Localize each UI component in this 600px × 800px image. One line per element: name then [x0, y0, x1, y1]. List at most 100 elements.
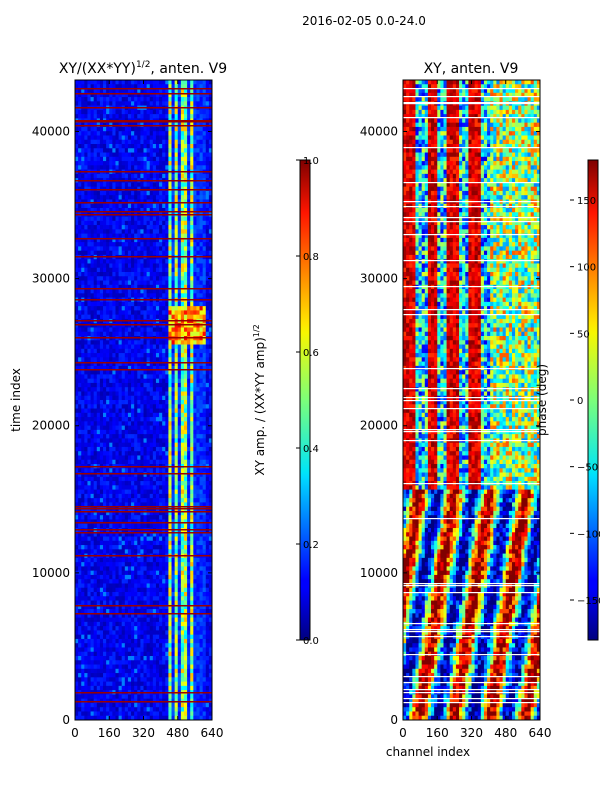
amplitude-heatmap-cell: [190, 293, 194, 298]
amplitude-heatmap-cell: [183, 242, 188, 247]
amplitude-heatmap-cell: [137, 434, 141, 439]
amplitude-heatmap-cell: [149, 510, 154, 516]
amplitude-heatmap-cell: [155, 126, 160, 132]
amplitude-heatmap-cell: [162, 156, 166, 162]
amplitude-heatmap-cell: [99, 259, 104, 264]
amplitude-heatmap-cell: [115, 314, 119, 320]
amplitude-heatmap-cell: [152, 519, 157, 525]
amplitude-heatmap-cell: [196, 80, 200, 85]
amplitude-heatmap-cell: [152, 417, 157, 422]
amplitude-heatmap-cell: [174, 173, 179, 179]
amplitude-heatmap-cell: [205, 190, 210, 196]
amplitude-heatmap-cell: [134, 237, 138, 243]
amplitude-heatmap-cell: [109, 92, 113, 98]
amplitude-heatmap-cell: [93, 523, 98, 529]
amplitude-heatmap-cell: [162, 549, 166, 554]
amplitude-heatmap-cell: [177, 92, 182, 98]
amplitude-heatmap-cell: [96, 523, 101, 529]
amplitude-heatmap-cell: [146, 250, 151, 256]
amplitude-heatmap-cell: [205, 199, 210, 205]
amplitude-heatmap-cell: [131, 434, 135, 439]
amplitude-heatmap-cell: [180, 135, 185, 141]
amplitude-heatmap-cell: [187, 476, 191, 482]
amplitude-heatmap-cell: [78, 446, 82, 452]
amplitude-heatmap-cell: [162, 515, 166, 520]
amplitude-heatmap-cell: [183, 237, 188, 243]
amplitude-heatmap-cell: [165, 361, 169, 367]
amplitude-heatmap-cell: [124, 400, 129, 405]
amplitude-heatmap-cell: [118, 310, 123, 316]
amplitude-heatmap-cell: [205, 323, 210, 328]
amplitude-heatmap-cell: [202, 216, 207, 222]
amplitude-heatmap-cell: [205, 493, 210, 499]
amplitude-heatmap-cell: [134, 532, 138, 537]
amplitude-heatmap-cell: [155, 421, 160, 426]
amplitude-heatmap-cell: [180, 374, 185, 380]
amplitude-heatmap-cell: [81, 263, 85, 269]
amplitude-heatmap-cell: [84, 331, 88, 337]
amplitude-heatmap-cell: [140, 267, 144, 273]
amplitude-heatmap-cell: [118, 417, 123, 422]
amplitude-heatmap-cell: [187, 446, 191, 452]
amplitude-heatmap-cell: [208, 417, 212, 422]
amplitude-heatmap-cell: [140, 545, 144, 550]
amplitude-heatmap-cell: [162, 395, 166, 401]
amplitude-heatmap-cell: [75, 370, 79, 375]
amplitude-heatmap-cell: [205, 293, 210, 298]
amplitude-heatmap-cell: [143, 88, 148, 94]
amplitude-heatmap-cell: [196, 498, 200, 503]
amplitude-heatmap-cell: [208, 408, 212, 414]
amplitude-heatmap-cell: [196, 289, 200, 294]
amplitude-heatmap-cell: [171, 387, 176, 392]
amplitude-heatmap-cell: [193, 361, 197, 367]
amplitude-heatmap-cell: [196, 250, 200, 256]
amplitude-heatmap-cell: [93, 489, 98, 495]
amplitude-heatmap-cell: [177, 476, 182, 482]
amplitude-heatmap-cell: [193, 472, 197, 478]
amplitude-heatmap-cell: [103, 557, 107, 563]
amplitude-heatmap-cell: [140, 493, 144, 499]
amplitude-heatmap-cell: [103, 92, 107, 98]
amplitude-heatmap-cell: [103, 455, 107, 461]
amplitude-heatmap-cell: [202, 92, 207, 98]
amplitude-heatmap-cell: [162, 331, 166, 337]
amplitude-heatmap-cell: [193, 391, 197, 397]
amplitude-heatmap-cell: [183, 233, 188, 239]
amplitude-heatmap-cell: [90, 468, 95, 473]
amplitude-heatmap-cell: [124, 481, 129, 486]
amplitude-heatmap-cell: [112, 246, 116, 252]
amplitude-heatmap-cell: [159, 442, 163, 448]
amplitude-heatmap-cell: [149, 493, 154, 499]
amplitude-heatmap-cell: [171, 400, 176, 405]
amplitude-heatmap-cell: [174, 434, 179, 439]
amplitude-heatmap-cell: [174, 421, 179, 426]
amplitude-heatmap-cell: [199, 161, 204, 166]
amplitude-heatmap-cell: [93, 562, 98, 567]
amplitude-heatmap-cell: [115, 165, 119, 170]
amplitude-heatmap-cell: [187, 135, 191, 141]
amplitude-heatmap-cell: [205, 391, 210, 397]
amplitude-heatmap-cell: [159, 481, 163, 486]
amplitude-heatmap-cell: [143, 472, 148, 478]
amplitude-heatmap-cell: [131, 237, 135, 243]
amplitude-heatmap-cell: [143, 378, 148, 384]
amplitude-heatmap-cell: [143, 357, 148, 362]
amplitude-heatmap-cell: [196, 425, 200, 431]
amplitude-heatmap-cell: [149, 92, 154, 98]
amplitude-heatmap-cell: [81, 203, 85, 209]
amplitude-heatmap-cell: [75, 323, 79, 328]
amplitude-heatmap-cell: [109, 532, 113, 537]
amplitude-heatmap-cell: [174, 280, 179, 286]
amplitude-heatmap-cell: [187, 131, 191, 136]
amplitude-heatmap-cell: [162, 165, 166, 170]
amplitude-heatmap-cell: [168, 412, 172, 418]
amplitude-heatmap-cell: [81, 220, 85, 226]
amplitude-heatmap-cell: [127, 540, 132, 546]
amplitude-heatmap-cell: [177, 510, 182, 516]
amplitude-heatmap-cell: [168, 97, 172, 102]
amplitude-heatmap-cell: [155, 472, 160, 478]
amplitude-heatmap-cell: [171, 485, 176, 490]
amplitude-heatmap-cell: [199, 225, 204, 230]
amplitude-heatmap-cell: [180, 272, 185, 277]
amplitude-heatmap-cell: [193, 540, 197, 546]
